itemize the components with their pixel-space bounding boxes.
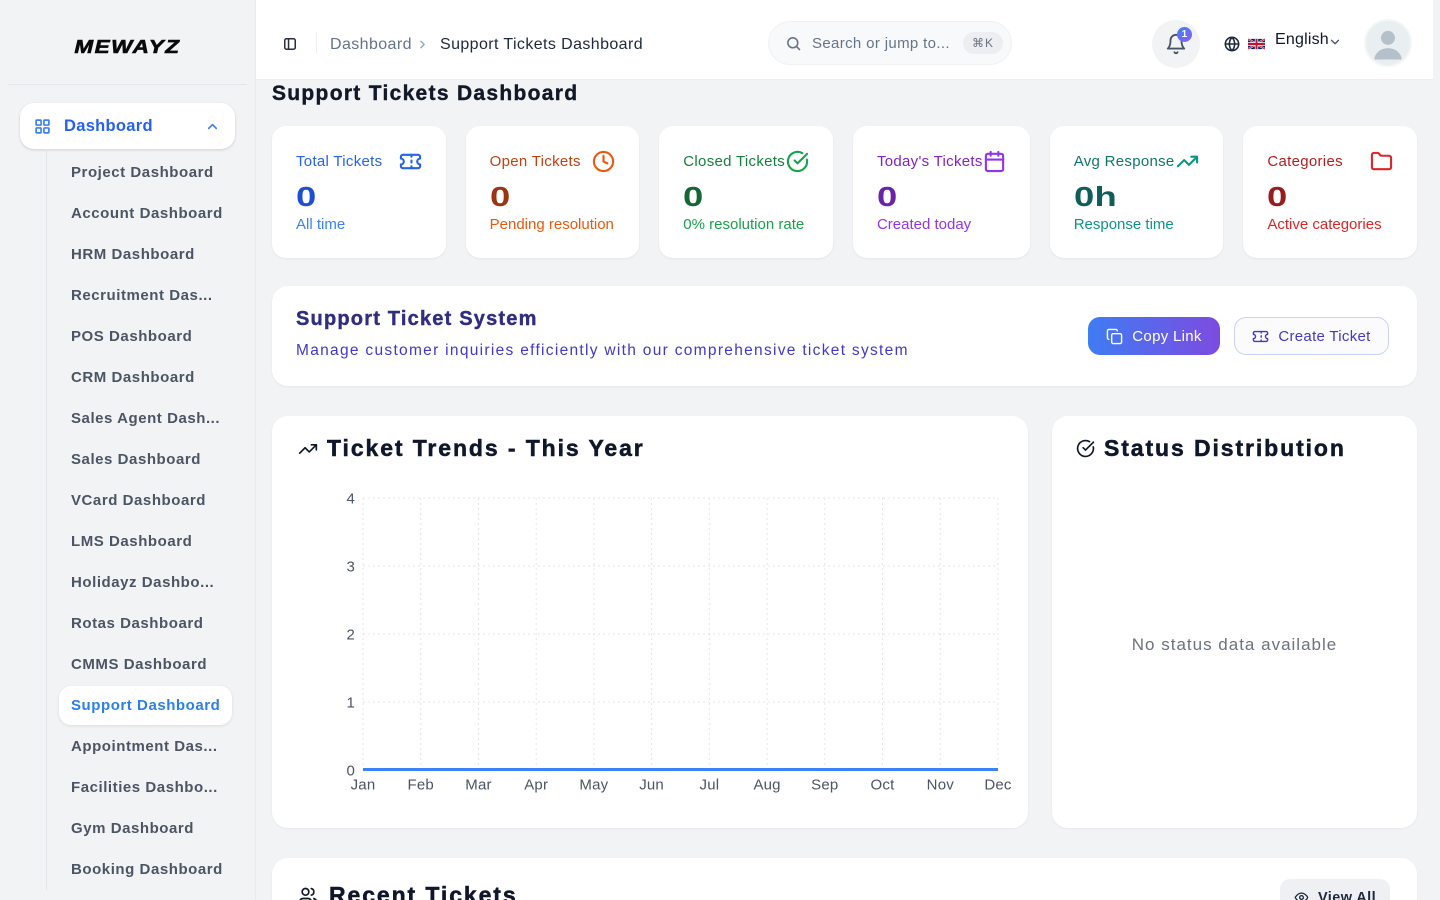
svg-text:0: 0	[346, 763, 355, 780]
svg-text:Jun: Jun	[639, 777, 664, 794]
svg-text:Oct: Oct	[871, 777, 896, 794]
svg-text:Sep: Sep	[811, 777, 838, 794]
svg-text:Dec: Dec	[984, 777, 1012, 794]
svg-text:Aug: Aug	[753, 777, 780, 794]
svg-text:Nov: Nov	[927, 777, 955, 794]
svg-text:2: 2	[346, 627, 355, 644]
svg-text:4: 4	[346, 491, 355, 508]
svg-text:May: May	[579, 777, 608, 794]
svg-text:Mar: Mar	[465, 777, 491, 794]
svg-text:Apr: Apr	[524, 777, 548, 794]
svg-text:Jan: Jan	[351, 777, 376, 794]
svg-text:3: 3	[346, 559, 355, 576]
svg-text:1: 1	[346, 695, 355, 712]
svg-text:Jul: Jul	[700, 777, 720, 794]
svg-text:Feb: Feb	[407, 777, 433, 794]
